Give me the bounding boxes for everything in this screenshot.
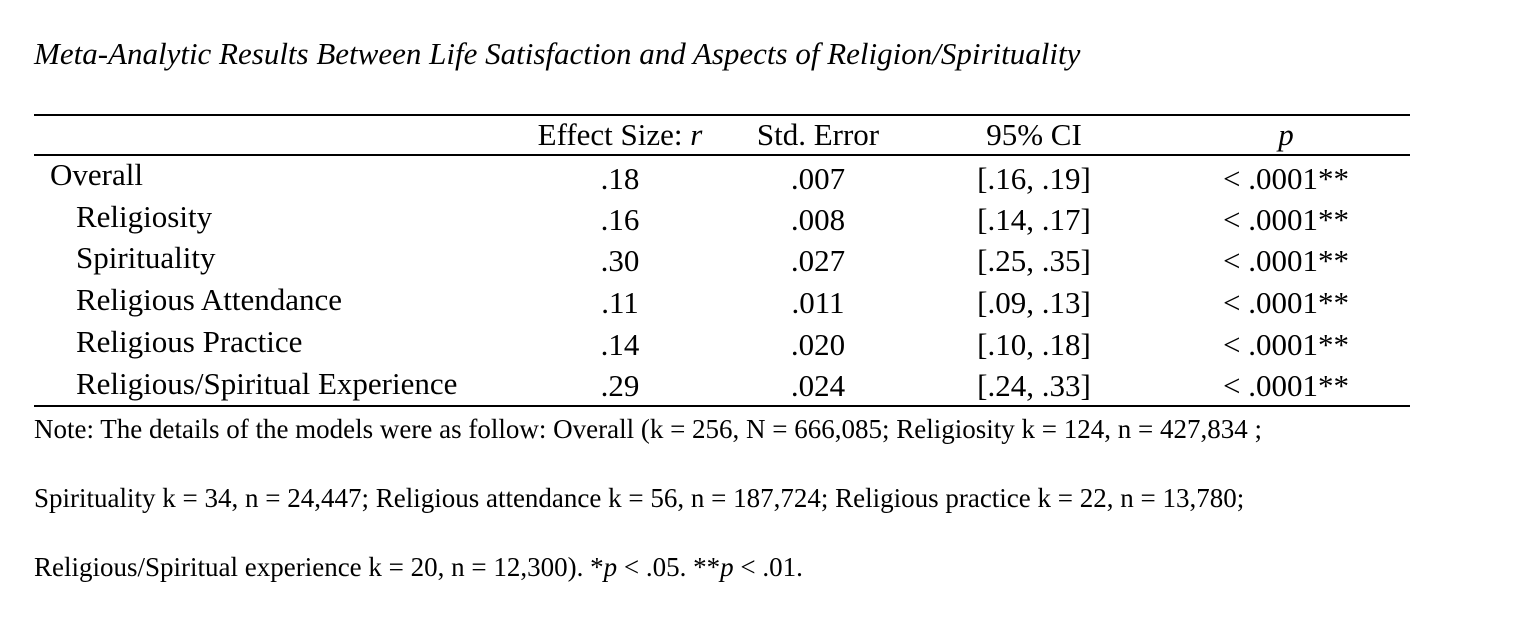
row-label-spirituality: Spirituality [76,240,216,275]
row-label-religious-attendance: Religious Attendance [76,282,343,317]
row-p-religious-practice: < .0001** [1223,327,1349,362]
table-note-line-3: Religious/Spiritual experience k = 20, n… [34,550,803,584]
table-note-line-3-end: < .01. [733,552,803,582]
row-p-religiosity: < .0001** [1223,202,1349,237]
table-bottom-rule [34,405,1410,407]
row-r-religiosity: .16 [600,202,640,237]
row-ci-religious-attendance: [.09, .13] [977,285,1091,320]
row-se-religious-practice: .020 [790,327,846,362]
table-top-rule [34,114,1410,116]
table-title: Meta-Analytic Results Between Life Satis… [34,36,1081,71]
row-se-overall: .007 [790,161,846,196]
row-r-religious-spiritual-experience: .29 [600,368,640,403]
row-se-religious-spiritual-experience: .024 [790,368,846,403]
row-label-religious-spiritual-experience: Religious/Spiritual Experience [76,366,458,401]
header-effect-size-label: Effect Size: [537,117,691,152]
row-se-spirituality: .027 [790,243,846,278]
table-header-rule [34,154,1410,156]
table-note-line-2: Spirituality k = 34, n = 24,447; Religio… [34,483,1245,513]
header-p: p [1278,117,1294,152]
row-p-spirituality: < .0001** [1223,243,1349,278]
header-std-error: Std. Error [756,117,880,152]
header-effect-size: Effect Size: r [520,115,720,155]
row-label-religiosity: Religiosity [76,199,213,234]
row-ci-religious-spiritual-experience: [.24, .33] [977,368,1091,403]
table-note-p-symbol-2: p [720,552,734,582]
row-p-religious-spiritual-experience: < .0001** [1223,368,1349,403]
row-ci-overall: [.16, .19] [977,161,1091,196]
row-se-religious-attendance: .011 [791,285,845,320]
table-note-p-symbol-1: p [603,552,618,582]
table-note-line-3-text: Religious/Spiritual experience k = 20, n… [34,552,604,582]
header-effect-size-symbol: r [690,117,703,152]
row-p-religious-attendance: < .0001** [1223,285,1349,320]
row-label-religious-practice: Religious Practice [76,324,303,359]
header-ci: 95% CI [986,117,1082,152]
row-r-religious-practice: .14 [600,327,640,362]
row-r-religious-attendance: .11 [601,285,639,320]
table-note-line-3-mid: < .05. ** [617,552,721,582]
row-ci-spirituality: [.25, .35] [977,243,1091,278]
table-note-line-1: Note: The details of the models were as … [34,414,1262,444]
row-r-overall: .18 [600,161,640,196]
row-ci-religiosity: [.14, .17] [977,202,1091,237]
row-r-spirituality: .30 [600,243,640,278]
row-p-overall: < .0001** [1223,161,1349,196]
row-ci-religious-practice: [.10, .18] [977,327,1091,362]
row-se-religiosity: .008 [790,202,846,237]
row-label-overall: Overall [50,157,143,192]
